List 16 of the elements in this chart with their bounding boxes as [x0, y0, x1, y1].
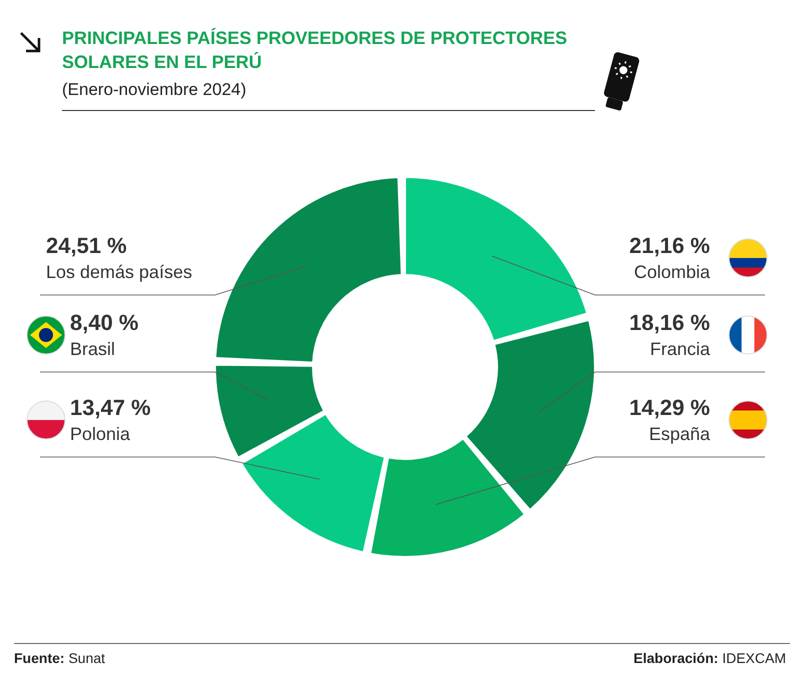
text: Elaboración: IDEXCAM: [634, 650, 786, 666]
data-label: 8,40 %: [70, 310, 138, 335]
slice-label: España: [648, 424, 711, 444]
slice-label: Polonia: [70, 424, 132, 444]
slice-label: Brasil: [70, 339, 116, 359]
slice-label: Los demás países: [46, 262, 192, 282]
data-label: 18,16 %: [629, 310, 710, 335]
data-label: 13,47 %: [70, 395, 151, 420]
slice-label: Colombia: [634, 262, 711, 282]
chart-subtitle: (Enero-noviembre 2024): [62, 80, 246, 100]
source-note: Fuente: Sunat: [14, 650, 106, 666]
slice-label: Francia: [650, 339, 711, 359]
data-label: 21,16 %: [629, 233, 710, 258]
chart-title: PRINCIPALES PAÍSES PROVEEDORES DE PROTECTORES SOLARES EN EL PERÚ: [62, 27, 568, 74]
data-label: 24,51 %: [46, 233, 127, 258]
data-label: 14,29 %: [629, 395, 710, 420]
